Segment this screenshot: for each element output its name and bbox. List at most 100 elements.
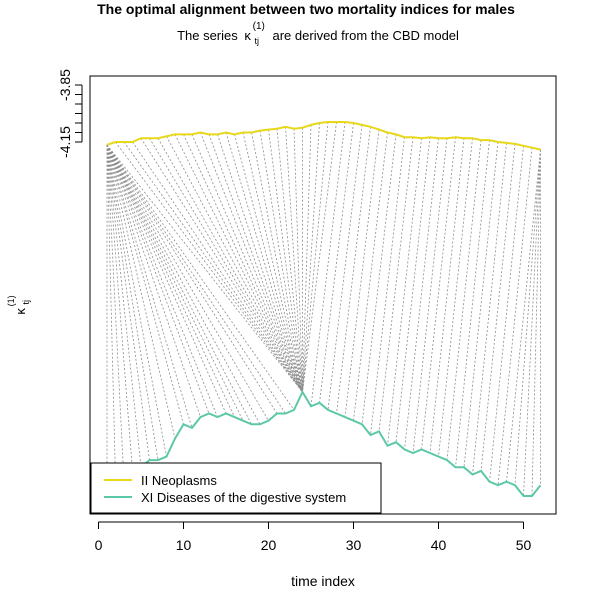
- x-tick-label: 20: [261, 537, 277, 553]
- alignment-line: [225, 132, 303, 393]
- alignment-line: [514, 149, 541, 486]
- alignment-line: [251, 132, 303, 393]
- alignment-line: [344, 129, 380, 418]
- alignment-line: [429, 138, 465, 454]
- alignment-line: [455, 140, 490, 468]
- x-tick-label: 30: [346, 537, 362, 553]
- alignment-line: [302, 121, 337, 393]
- y-axis-label: κ tj (1): [6, 295, 32, 314]
- legend-label-neoplasms: II Neoplasms: [141, 473, 217, 488]
- alignment-line: [361, 134, 397, 425]
- alignment-line: [302, 121, 329, 393]
- alignment-line: [293, 128, 303, 393]
- alignment-line: [208, 134, 303, 393]
- alignment-line: [106, 144, 142, 468]
- alignment-line: [106, 144, 193, 429]
- alignment-line: [327, 124, 363, 410]
- alignment-line: [157, 138, 303, 393]
- series-line-neoplasms: [106, 121, 541, 151]
- alignment-line: [106, 144, 159, 461]
- alignment-line: [106, 144, 252, 425]
- alignment-line: [395, 137, 431, 443]
- legend: II Neoplasms XI Diseases of the digestiv…: [90, 462, 382, 514]
- alignment-line: [123, 141, 303, 393]
- alignment-line: [285, 126, 303, 393]
- y-tick-label: -4.15: [57, 126, 73, 158]
- alignment-line: [472, 142, 507, 475]
- alignment-line: [438, 138, 473, 457]
- alignment-line: [531, 149, 541, 497]
- alignment-line: [166, 136, 303, 393]
- y-tick-label: -3.85: [57, 69, 73, 101]
- x-tick-label: 10: [176, 537, 192, 553]
- alignment-line: [183, 134, 303, 393]
- legend-label-digestive: XI Diseases of the digestive system: [141, 490, 346, 505]
- alignment-line: [106, 144, 184, 425]
- x-tick-label: 50: [516, 537, 532, 553]
- alignment-line: [302, 122, 320, 393]
- alignment-line: [480, 143, 516, 471]
- alignment-line: [463, 141, 499, 468]
- alignment-line: [497, 147, 533, 486]
- alignment-line: [276, 128, 303, 393]
- alignment-lines: [106, 121, 541, 497]
- alignment-line: [259, 130, 303, 393]
- plot-frame: [89, 75, 557, 515]
- ylabel-symbol: κ: [13, 308, 28, 315]
- alignment-line: [523, 149, 541, 497]
- alignment-line: [140, 137, 303, 393]
- y-axis: -4.15 -3.85: [57, 69, 83, 158]
- subtitle-superscript: (1): [253, 21, 265, 32]
- alignment-line: [421, 137, 456, 450]
- alignment-line: [336, 126, 371, 414]
- alignment-line: [132, 141, 303, 393]
- alignment-line: [200, 132, 303, 393]
- x-tick-label: 0: [95, 537, 103, 553]
- alignment-line: [106, 144, 244, 421]
- alignment-line: [268, 129, 303, 393]
- ylabel-superscript: (1): [6, 295, 16, 306]
- ylabel-subscript: tj: [21, 300, 31, 305]
- alignment-line: [370, 137, 405, 436]
- alignment-line: [106, 144, 303, 393]
- alignment-line: [106, 144, 150, 461]
- x-axis: 0 10 20 30 40 50: [95, 521, 532, 553]
- alignment-line: [353, 132, 388, 421]
- alignment-line: [242, 132, 303, 393]
- alignment-line: [319, 122, 354, 403]
- alignment-line: [106, 144, 278, 414]
- alignment-line: [106, 144, 133, 471]
- legend-box: [90, 462, 382, 514]
- alignment-line: [310, 121, 346, 407]
- series-lines: [106, 121, 542, 497]
- alignment-line: [174, 134, 303, 393]
- alignment-line: [106, 144, 210, 414]
- alignment-line: [106, 144, 227, 414]
- x-axis-label: time index: [291, 573, 355, 589]
- alignment-line: [506, 149, 541, 482]
- alignment-line: [106, 144, 286, 414]
- alignment-line: [149, 137, 303, 393]
- series-line-digestive: [106, 389, 542, 497]
- subtitle-suffix: are derived from the CBD model: [273, 28, 460, 43]
- subtitle-prefix: The series: [177, 28, 238, 43]
- alignment-line: [489, 145, 524, 482]
- chart-subtitle: The series κ tj (1) are derived from the…: [177, 17, 459, 47]
- alignment-line: [106, 144, 167, 457]
- alignment-line: [302, 124, 312, 393]
- alignment-line: [234, 134, 303, 393]
- alignment-line: [106, 144, 269, 421]
- alignment-line: [217, 134, 303, 393]
- alignment-line: [191, 134, 303, 393]
- alignment-line: [106, 144, 295, 411]
- alignment-line: [106, 144, 218, 418]
- chart-title: The optimal alignment between two mortal…: [97, 1, 515, 17]
- alignment-line: [387, 138, 422, 446]
- alignment-line: [446, 140, 482, 461]
- subtitle-symbol: κ: [244, 28, 251, 43]
- alignment-line: [106, 144, 125, 482]
- alignment-line: [106, 144, 261, 425]
- alignment-line: [106, 144, 116, 479]
- subtitle-subscript: tj: [255, 36, 260, 46]
